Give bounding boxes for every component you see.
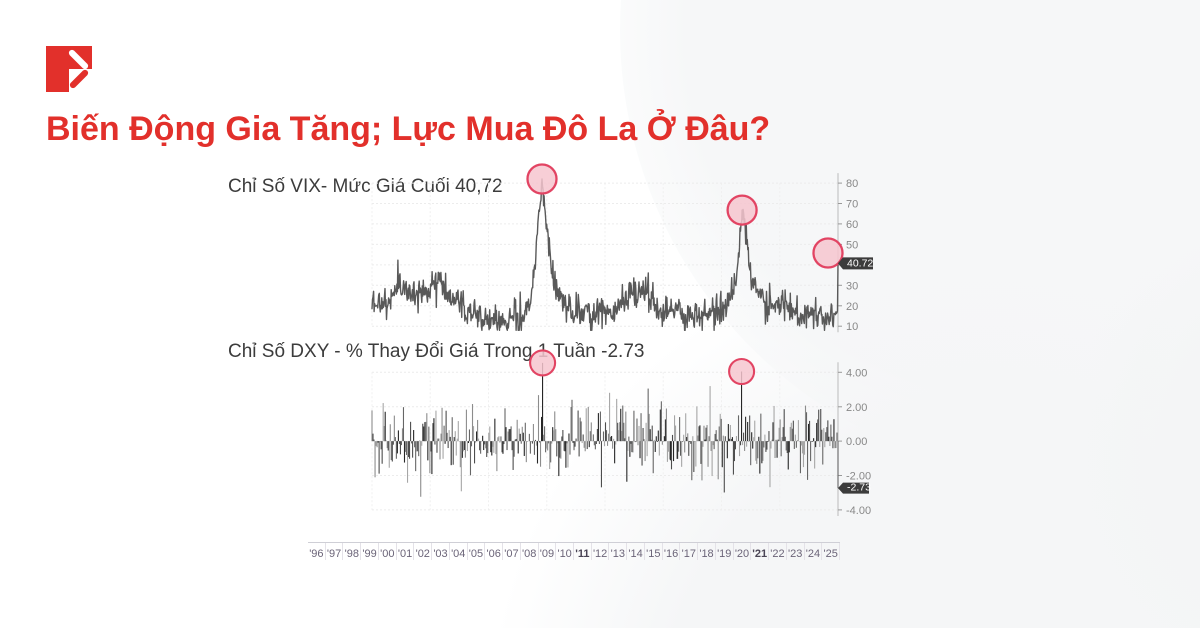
- svg-text:30: 30: [846, 280, 858, 292]
- svg-text:70: 70: [846, 199, 858, 211]
- svg-text:-2.73: -2.73: [847, 482, 871, 494]
- svg-text:60: 60: [846, 219, 858, 231]
- svg-text:40.72: 40.72: [847, 257, 873, 269]
- svg-text:10: 10: [846, 321, 858, 333]
- svg-text:-4.00: -4.00: [846, 505, 871, 517]
- svg-text:80: 80: [846, 178, 858, 190]
- svg-text:20: 20: [846, 301, 858, 313]
- svg-text:50: 50: [846, 239, 858, 251]
- svg-text:2.00: 2.00: [846, 402, 867, 414]
- svg-text:0.00: 0.00: [846, 436, 867, 448]
- svg-text:4.00: 4.00: [846, 367, 867, 379]
